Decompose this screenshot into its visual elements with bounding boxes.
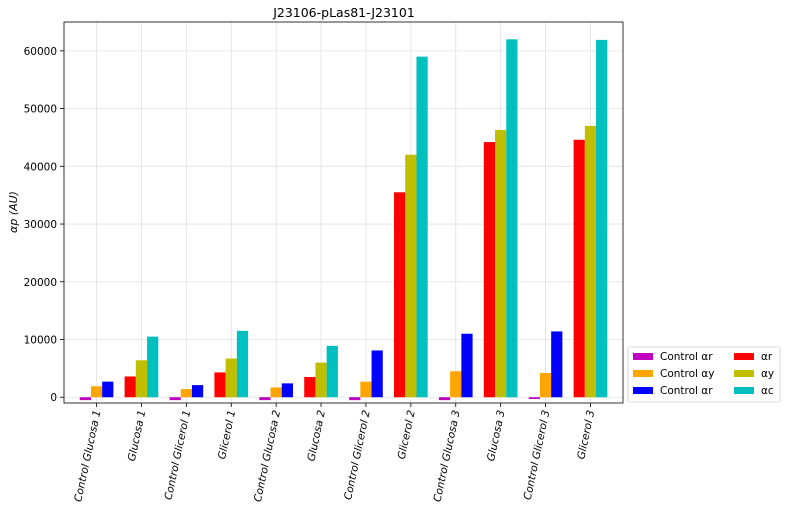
legend-swatch	[734, 370, 754, 377]
bar	[259, 397, 271, 401]
bar	[539, 372, 552, 398]
y-tick-label: 30000	[24, 219, 57, 231]
bar	[225, 358, 237, 398]
bar	[596, 39, 608, 398]
bar	[573, 139, 585, 398]
y-tick-label: 10000	[24, 335, 57, 347]
bar	[360, 381, 372, 398]
bar	[394, 192, 406, 398]
bar	[405, 154, 417, 398]
bar	[102, 381, 114, 398]
bar	[281, 383, 293, 398]
legend-label: αc	[761, 385, 774, 397]
bar	[438, 397, 451, 401]
legend-label: Control αr	[660, 385, 713, 397]
bar	[450, 371, 462, 398]
bar	[90, 386, 103, 398]
legend-swatch	[734, 387, 754, 394]
bar	[135, 360, 148, 398]
bar	[416, 56, 428, 398]
grid-lines	[64, 22, 623, 403]
y-tick-label: 50000	[24, 104, 57, 116]
legend-swatch	[633, 387, 653, 394]
bar	[371, 350, 383, 398]
legend: Control αr Control αy Control αr αr αy αc	[627, 346, 781, 403]
bar	[551, 331, 563, 398]
y-tick-label: 20000	[24, 277, 57, 289]
bar	[124, 376, 136, 398]
bar	[191, 385, 204, 398]
bar	[147, 336, 159, 398]
legend-label: Control αy	[660, 368, 714, 380]
y-tick-label: 40000	[24, 161, 57, 173]
bar	[79, 397, 91, 401]
bar	[506, 39, 518, 398]
legend-swatch	[633, 353, 653, 360]
bar	[270, 387, 282, 398]
y-tick-label: 60000	[24, 46, 57, 58]
bar	[304, 377, 316, 398]
chart-title: J23106-pLas81-J23101	[272, 5, 415, 20]
legend-swatch	[734, 353, 754, 360]
plot-area	[63, 21, 624, 404]
bar	[528, 397, 540, 399]
bar	[169, 397, 181, 401]
bar	[483, 142, 496, 398]
bars	[79, 39, 608, 401]
legend-swatch	[633, 370, 653, 377]
bar	[214, 372, 226, 398]
bar	[495, 129, 507, 398]
y-tick-label: 0	[50, 392, 57, 404]
bar	[584, 125, 597, 398]
y-axis-label: αp (AU)	[7, 191, 20, 233]
y-axis: 0 10000 20000 30000 40000 50000 60000	[24, 46, 64, 404]
bar	[326, 345, 338, 398]
bar	[349, 397, 361, 401]
bar	[461, 333, 473, 398]
legend-label: αy	[761, 368, 774, 380]
bar	[236, 330, 249, 398]
legend-label: αr	[761, 351, 773, 363]
bar	[180, 389, 192, 398]
legend-label: Control αr	[660, 351, 713, 363]
bar	[315, 362, 327, 398]
